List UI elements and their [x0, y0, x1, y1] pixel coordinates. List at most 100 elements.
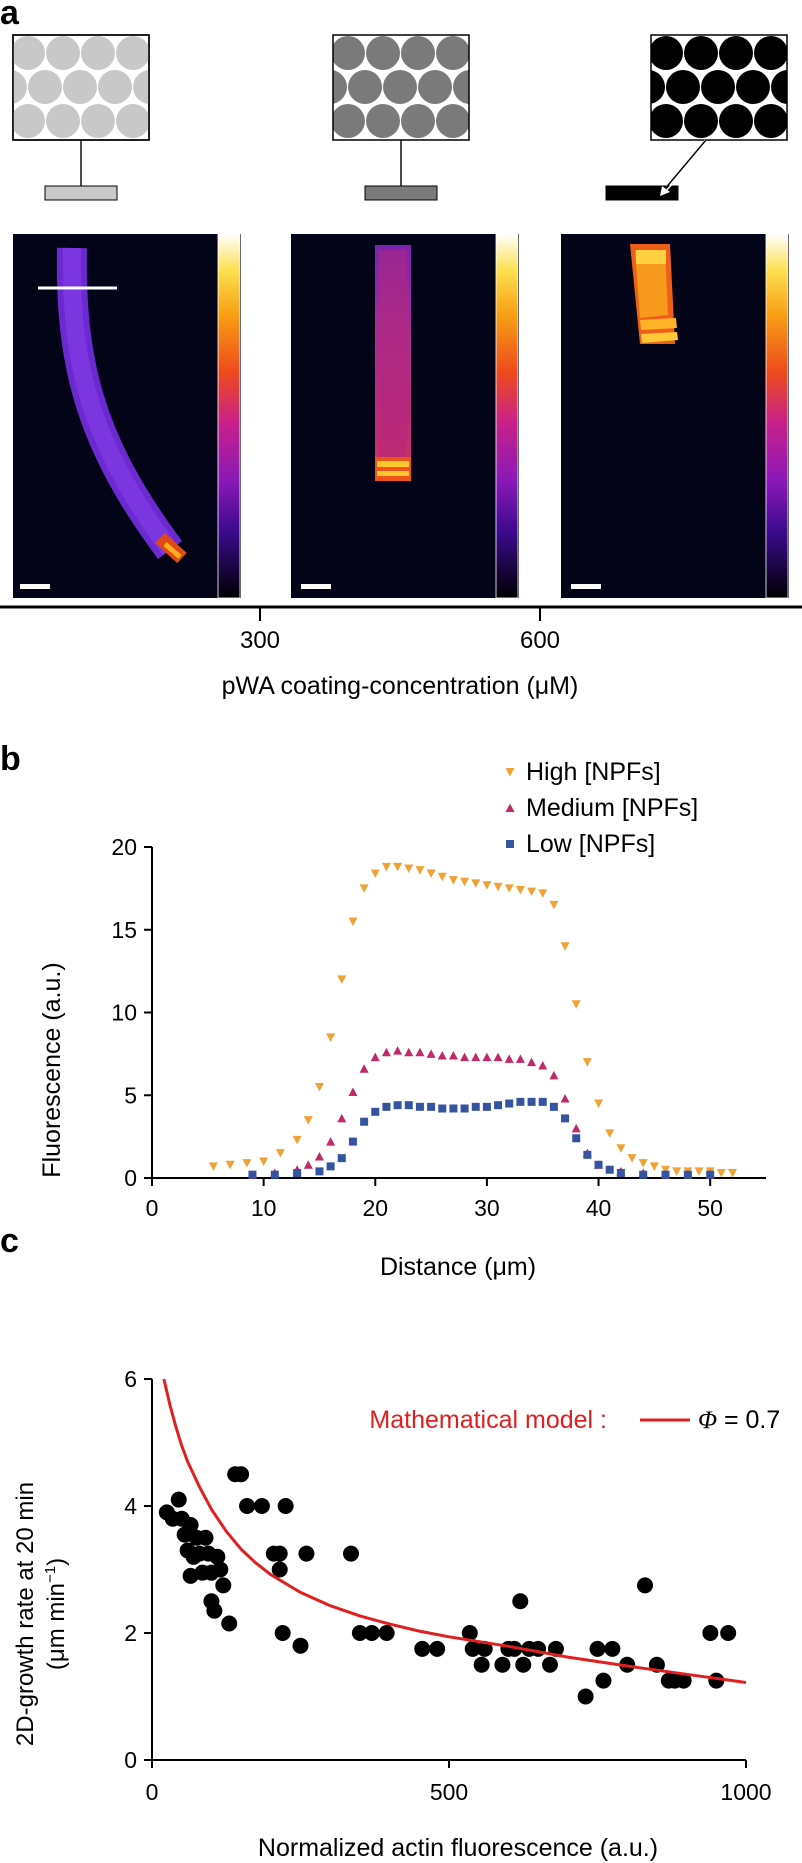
- panel-b-point-triangle-down: [393, 862, 403, 872]
- panel-b-point-triangle-down: [303, 1116, 313, 1125]
- panel-b-point-triangle-down: [415, 866, 425, 875]
- panel-c-point: [604, 1640, 621, 1657]
- panel-c-point: [702, 1625, 719, 1641]
- panel-b-point-triangle-up: [515, 1054, 525, 1063]
- panel-b-y-tick-label: 0: [124, 1165, 137, 1191]
- panel-b-point-triangle-down: [571, 1000, 581, 1009]
- panel-b-point-square: [326, 1162, 335, 1171]
- panel-b-point-square: [449, 1104, 458, 1113]
- panel-b-point-square: [661, 1170, 670, 1179]
- panel-c-x-tick-label: 0: [146, 1779, 159, 1805]
- panel-a-tick-label-300: 300: [240, 627, 280, 654]
- panel-b-point-triangle-up: [538, 1060, 548, 1070]
- panel-b-point-triangle-down: [460, 877, 470, 887]
- panel-b-point-square: [683, 1170, 692, 1179]
- panel-b-x-tick-label: 20: [362, 1195, 388, 1221]
- panel-b-point-square: [527, 1097, 536, 1106]
- panel-b-point-triangle-down: [208, 1162, 218, 1171]
- panel-a-letter: a: [0, 0, 19, 32]
- panel-c-y-tick-label: 0: [124, 1747, 137, 1773]
- panel-b-point-triangle-up: [437, 1051, 447, 1060]
- panel-b-point-square: [415, 1102, 424, 1111]
- fluorescence-image-medium: [291, 233, 519, 599]
- panel-c-point: [378, 1625, 395, 1641]
- panel-b-point-triangle-down: [694, 1167, 704, 1176]
- panel-c-point: [476, 1640, 493, 1657]
- panel-b-point-square: [460, 1104, 469, 1113]
- panel-b-point-square: [471, 1102, 480, 1111]
- panel-b-point-triangle-down: [582, 1058, 592, 1067]
- panel-c-x-tick-label: 500: [430, 1779, 468, 1805]
- panel-b-x-tick-label: 50: [697, 1195, 723, 1221]
- panel-b-point-triangle-up: [393, 1046, 403, 1055]
- panel-c-point: [277, 1498, 294, 1514]
- panel-c-point: [271, 1561, 288, 1578]
- panel-c-point: [274, 1625, 291, 1641]
- fluorescence-image-low: [13, 233, 241, 599]
- panel-b-point-triangle-up: [504, 1054, 514, 1063]
- panel-b-point-triangle-down: [404, 864, 414, 874]
- panel-b-point-square: [337, 1154, 346, 1163]
- panel-b-point-triangle-down: [672, 1167, 682, 1176]
- panel-c-point: [473, 1656, 490, 1673]
- panel-b-x-tick-label: 0: [146, 1195, 159, 1221]
- panel-c-x-tick-label: 1000: [720, 1779, 771, 1805]
- panel-b-point-square: [404, 1101, 413, 1110]
- panel-b-point-triangle-down: [370, 869, 380, 878]
- panel-b-point-triangle-down: [728, 1169, 738, 1178]
- panel-c-point: [494, 1656, 511, 1673]
- legend-marker-triangle-up: [505, 803, 515, 812]
- panel-b-point-triangle-up: [426, 1049, 436, 1058]
- panel-c-point: [209, 1548, 226, 1565]
- panel-b-point-square: [494, 1101, 503, 1110]
- panel-b-point-square: [505, 1099, 514, 1108]
- panel-b-point-triangle-down: [627, 1154, 637, 1163]
- panel-b-point-square: [538, 1097, 547, 1106]
- legend-label: High [NPFs]: [526, 758, 661, 786]
- legend-marker-square: [506, 840, 514, 848]
- panel-b-point-triangle-up: [482, 1052, 492, 1062]
- panel-b-point-triangle-down: [515, 886, 525, 895]
- panel-c-point: [720, 1625, 737, 1641]
- panel-b-point-triangle-down: [348, 917, 358, 926]
- panel-b-x-tick-label: 30: [474, 1195, 500, 1221]
- panel-c-point: [351, 1625, 368, 1641]
- panel-b-point-square: [348, 1137, 357, 1146]
- panel-b-point-triangle-down: [225, 1160, 235, 1170]
- panel-c-point: [363, 1625, 380, 1641]
- panel-c-point: [170, 1491, 187, 1508]
- panel-b-point-triangle-down: [292, 1135, 302, 1145]
- panel-b-point-triangle-down: [482, 881, 492, 890]
- panel-b-point-triangle-down: [716, 1169, 726, 1178]
- model-legend-value: Φ = 0.7: [698, 1406, 780, 1434]
- panel-b-point-triangle-down: [314, 1082, 324, 1092]
- panel-c-point: [589, 1640, 606, 1657]
- panel-c-y-tick-label: 2: [124, 1620, 137, 1646]
- panel-c-xlabel: Normalized actin fluorescence (a.u.): [258, 1834, 658, 1862]
- panel-b-point-square: [583, 1150, 592, 1159]
- panel-c-point: [637, 1577, 654, 1594]
- panel-b-point-triangle-up: [571, 1123, 581, 1133]
- panel-b-point-triangle-down: [493, 882, 503, 892]
- panel-b-point-triangle-down: [504, 884, 514, 893]
- panel-b-point-triangle-down: [471, 879, 481, 888]
- panel-b-y-tick-label: 20: [111, 834, 137, 860]
- panel-b-point-square: [427, 1102, 436, 1111]
- panel-b-point-square: [248, 1170, 257, 1179]
- panel-b-x-tick-label: 10: [251, 1195, 277, 1221]
- panel-c-point: [206, 1602, 223, 1619]
- coating-schematic-high: [605, 34, 788, 201]
- panel-c-point: [541, 1656, 558, 1673]
- panel-b-ylabel: Fluorescence (a.u.): [38, 962, 66, 1177]
- coating-schematic-medium: [332, 34, 470, 201]
- ylabel-unit: (μm min: [43, 1583, 70, 1670]
- panel-b-point-triangle-down: [326, 1033, 336, 1042]
- panel-b-point-triangle-down: [259, 1157, 269, 1166]
- panel-c-point: [298, 1545, 315, 1562]
- ylabel-sup: −1: [42, 1566, 59, 1583]
- panel-b-point-square: [616, 1169, 625, 1178]
- panel-b-point-square: [706, 1170, 715, 1179]
- panel-a-figure: 300 600 pWA coating-concentration (μM): [0, 34, 802, 700]
- panel-c-letter: c: [0, 1222, 19, 1260]
- panel-c-point: [212, 1561, 229, 1578]
